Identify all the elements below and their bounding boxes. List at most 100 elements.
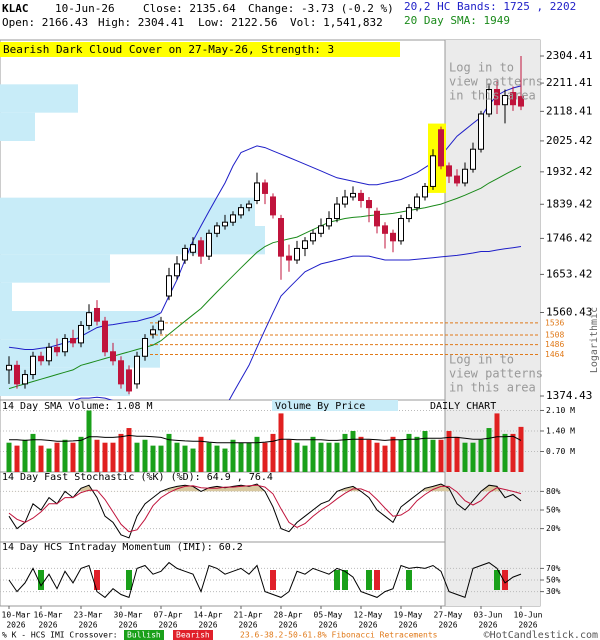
x-year-label: 2026 [6, 621, 25, 630]
volume-bar [110, 442, 116, 472]
volume-bar [142, 439, 148, 472]
candle-body [414, 196, 420, 209]
x-tick-label: 21-Apr [234, 611, 263, 620]
pattern-note: in this area [449, 381, 536, 395]
volume-bar [358, 436, 364, 472]
stochastic-line [8, 484, 522, 533]
candle-body [310, 232, 316, 242]
main-panel [0, 40, 540, 400]
imi-panel [0, 542, 540, 606]
x-year-label: 2026 [158, 621, 177, 630]
volume-bar [118, 433, 124, 472]
candle-body [302, 240, 308, 249]
crossover-signal [502, 570, 508, 590]
fibonacci-note: 23.6-38.2-50-61.8% Fibonacci Retracement… [240, 631, 438, 640]
crossover-signal [342, 570, 348, 590]
pattern-note: view patterns [449, 367, 543, 381]
candle-body [366, 200, 372, 209]
volume-bar [230, 439, 236, 472]
volume-bar [78, 436, 84, 472]
volume-bar [174, 442, 180, 472]
crossover-signal [366, 570, 372, 590]
y-tick-label: 20% [546, 524, 561, 533]
volume-bar [38, 445, 44, 472]
candle-body [502, 95, 508, 106]
x-year-label: 2026 [238, 621, 257, 630]
volume-bar [454, 436, 460, 472]
candle-body [118, 360, 124, 385]
volume-bar [398, 439, 404, 472]
x-tick-label: 30-Mar [114, 611, 143, 620]
volume-bar [238, 442, 244, 472]
volume-bar [126, 428, 132, 472]
pattern-note: Log in to [449, 353, 514, 367]
volume-bar [54, 442, 60, 472]
candle-body [318, 225, 324, 234]
candle-body [134, 355, 140, 385]
candle-body [454, 175, 460, 184]
x-tick-label: 27-May [434, 611, 463, 620]
crossover-signal [334, 570, 340, 590]
volume-bar [214, 445, 220, 472]
candle-body [214, 225, 220, 234]
candle-body [382, 225, 388, 234]
candle-body [342, 196, 348, 205]
candle-body [286, 255, 292, 261]
volume-by-price-bar [0, 197, 255, 226]
locked-region [445, 472, 540, 542]
volume-bar [390, 436, 396, 472]
x-tick-label: 10-Mar [2, 611, 31, 620]
close: Close: 2135.64 [143, 2, 236, 15]
volume-bar [198, 436, 204, 472]
volume-bar [246, 442, 252, 472]
candle-body [406, 207, 412, 220]
y-tick-label: 2025.42 [546, 134, 592, 147]
candle-body [326, 218, 332, 227]
x-tick-label: 28-Apr [274, 611, 303, 620]
volume-bar [430, 439, 436, 472]
pattern-note: Log in to [449, 61, 514, 75]
candle-body [198, 240, 204, 257]
candle-body [422, 185, 428, 198]
volume-bar [382, 445, 388, 472]
volume-bar [326, 442, 332, 472]
pattern-note: view patterns [449, 75, 543, 89]
x-tick-label: 03-Jun [474, 611, 503, 620]
copyright: ©HotCandlestick.com [484, 630, 598, 640]
fib-label: 1536 [545, 318, 564, 327]
x-year-label: 2026 [478, 621, 497, 630]
chart-label: DAILY CHART [430, 401, 496, 412]
volume-by-price-bar [0, 112, 35, 141]
x-year-label: 2026 [118, 621, 137, 630]
y-tick-label: 1839.42 [546, 197, 592, 210]
candle-body [390, 232, 396, 242]
candle-body [190, 244, 196, 253]
candle-body [110, 351, 116, 362]
candle-body [486, 89, 492, 115]
volume-bar [134, 442, 140, 472]
crossover-signal [406, 570, 412, 590]
candle-body [206, 232, 212, 257]
volume-by-price-bar [0, 282, 12, 311]
crossover-signal [94, 570, 100, 590]
ticker: KLAC [2, 2, 29, 15]
y-tick-label: 0.70 M [546, 447, 575, 456]
candle-body [470, 148, 476, 170]
candle-body [262, 182, 268, 194]
candle-body [70, 337, 76, 344]
y-tick-label: 2118.41 [546, 104, 592, 117]
crossover-signal [270, 570, 276, 590]
volume-bar [502, 433, 508, 472]
volume-bar [350, 430, 356, 472]
y-tick-label: 2211.41 [546, 76, 592, 89]
annotation: Bearish Dark Cloud Cover on 27-May-26, S… [3, 43, 334, 56]
volume: Vol: 1,541,832 [290, 16, 383, 29]
candle-body [270, 196, 276, 216]
sma-line [8, 165, 522, 390]
x-tick-label: 10-Jun [514, 611, 543, 620]
volume-bar [22, 439, 28, 472]
bands-legend: 20,2 HC Bands: 1725 , 2202 [404, 0, 576, 13]
candle-body [510, 92, 516, 106]
lower-band [72, 246, 522, 400]
